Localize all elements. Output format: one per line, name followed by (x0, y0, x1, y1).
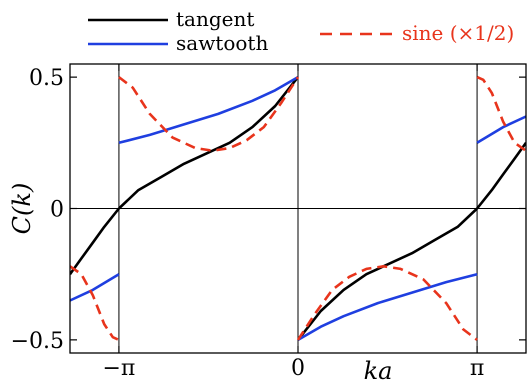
y-tick-label-0: 0.5 (29, 66, 64, 91)
legend-label-tangent: tangent (176, 7, 254, 31)
legend-label-sawtooth: sawtooth (176, 31, 268, 55)
ticks: −π 0 π 0.5 0 −0.5 (11, 64, 526, 381)
axis-labels: ka C(k) (8, 183, 392, 381)
y-axis-label: C(k) (8, 183, 36, 235)
x-tick-label-1: 0 (291, 356, 305, 381)
y-tick-label-1: 0 (50, 198, 64, 223)
legend-item-tangent: tangent (88, 7, 254, 31)
series-line-sawtooth-2 (297, 272, 478, 342)
series-sine-1-2 (70, 75, 526, 342)
series-line-sawtooth-0 (70, 273, 120, 302)
series-layer (70, 75, 526, 342)
legend-item-sawtooth: sawtooth (88, 31, 268, 55)
series-line-tangent-1 (118, 76, 300, 210)
series-line-sawtooth-1 (118, 75, 299, 145)
series-line-sine-1-2-2 (296, 264, 478, 341)
series-line-sine-1-2-3 (476, 75, 526, 152)
series-tangent (70, 76, 526, 341)
series-line-sine-1-2-0 (70, 265, 120, 342)
x-axis-label: ka (364, 357, 393, 381)
x-tick-label-0: −π (102, 356, 135, 381)
series-sawtooth (70, 75, 526, 342)
series-line-sine-1-2-1 (118, 76, 300, 152)
legend-item-sine-1-2: sine (×1/2) (320, 21, 514, 45)
legend-label-sine-1-2: sine (×1/2) (402, 21, 514, 45)
series-line-sawtooth-3 (476, 115, 526, 144)
series-line-tangent-3 (476, 142, 526, 210)
series-line-tangent-2 (296, 207, 478, 341)
y-tick-label-2: −0.5 (11, 329, 64, 354)
reference-lines (70, 64, 526, 353)
x-tick-label-2: π (470, 356, 484, 381)
series-line-tangent-0 (70, 207, 120, 275)
